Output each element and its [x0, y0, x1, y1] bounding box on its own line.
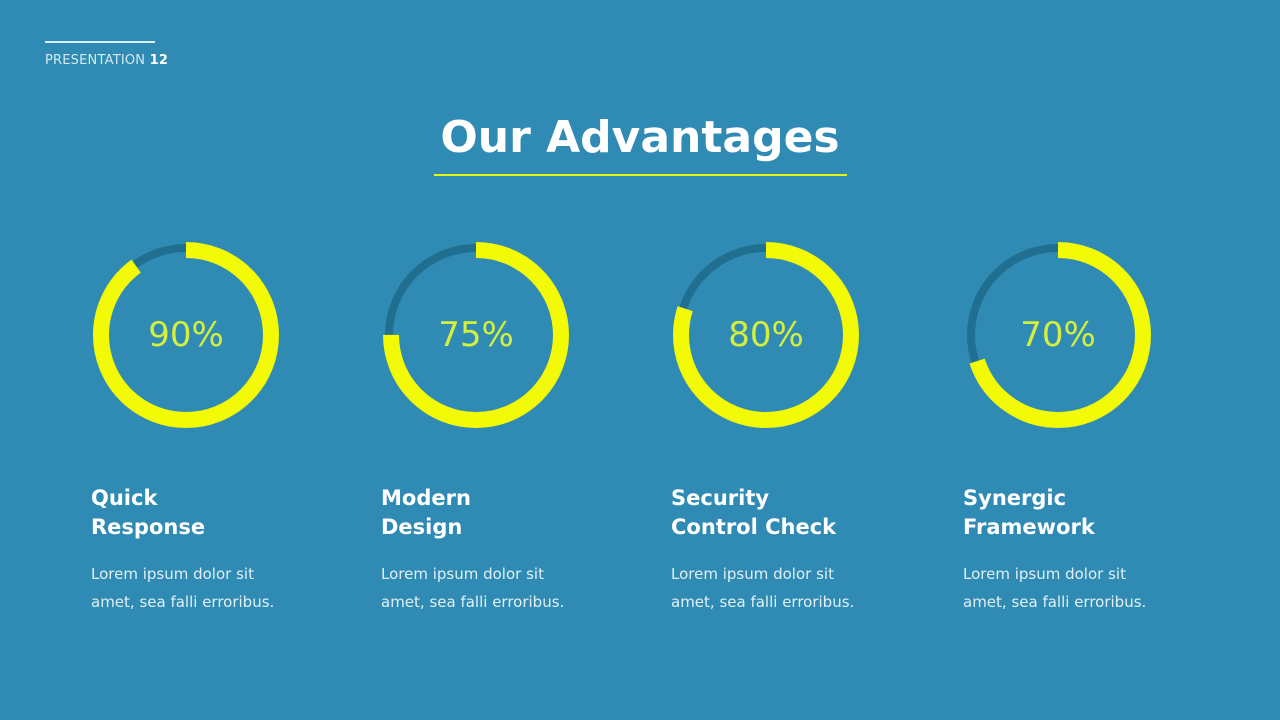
advantage-title: Quick Response	[91, 484, 351, 542]
progress-ring	[673, 242, 859, 428]
percent-label: 80%	[728, 315, 804, 355]
advantage-description: Lorem ipsum dolor sit amet, sea falli err…	[963, 560, 1223, 616]
ring-progress	[673, 242, 859, 428]
advantage-title: Modern Design	[381, 484, 641, 542]
title-underline	[434, 174, 847, 176]
desc-line: Lorem ipsum dolor sit	[963, 565, 1126, 583]
progress-ring	[965, 242, 1151, 428]
ring-progress	[93, 242, 279, 428]
desc-line: amet, sea falli erroribus.	[381, 593, 565, 611]
desc-line: amet, sea falli erroribus.	[91, 593, 275, 611]
advantage-description: Lorem ipsum dolor sit amet, sea falli err…	[671, 560, 931, 616]
title-line: Response	[91, 515, 206, 539]
desc-line: amet, sea falli erroribus.	[671, 593, 855, 611]
presentation-label: PRESENTATION 12	[45, 53, 168, 68]
presentation-text: PRESENTATION	[45, 53, 146, 68]
percent-label: 70%	[1020, 315, 1096, 355]
percent-label: 90%	[148, 315, 224, 355]
progress-ring	[93, 242, 279, 428]
title-line: Security	[671, 486, 770, 510]
title-line: Synergic	[963, 486, 1067, 510]
percent-label: 75%	[438, 315, 514, 355]
title-line: Design	[381, 515, 463, 539]
desc-line: amet, sea falli erroribus.	[963, 593, 1147, 611]
progress-ring	[383, 242, 569, 428]
desc-line: Lorem ipsum dolor sit	[671, 565, 834, 583]
advantage-description: Lorem ipsum dolor sit amet, sea falli err…	[381, 560, 641, 616]
title-line: Quick	[91, 486, 158, 510]
desc-line: Lorem ipsum dolor sit	[381, 565, 544, 583]
title-line: Control Check	[671, 515, 837, 539]
title-line: Framework	[963, 515, 1095, 539]
ring-progress	[383, 242, 569, 428]
advantage-description: Lorem ipsum dolor sit amet, sea falli err…	[91, 560, 351, 616]
ring-progress	[965, 242, 1151, 428]
advantage-title: Security Control Check	[671, 484, 931, 542]
slide-title: Our Advantages	[440, 112, 840, 163]
header-line	[45, 41, 155, 43]
advantage-title: Synergic Framework	[963, 484, 1223, 542]
title-line: Modern	[381, 486, 471, 510]
slide-number: 12	[149, 53, 169, 68]
desc-line: Lorem ipsum dolor sit	[91, 565, 254, 583]
